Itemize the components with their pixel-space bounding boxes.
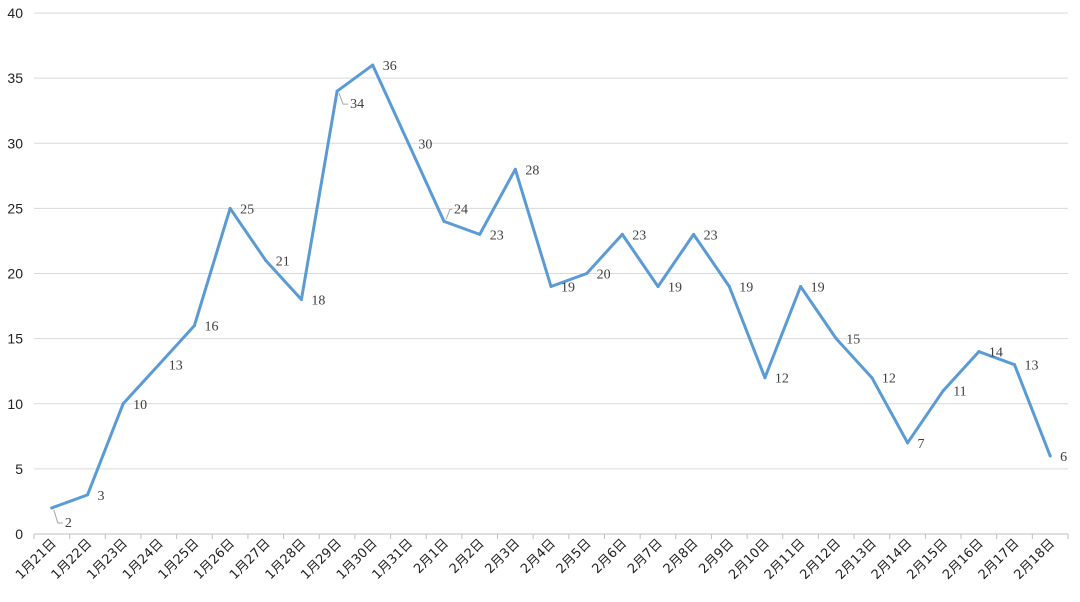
- data-point: [157, 363, 161, 367]
- data-label: 24: [454, 202, 468, 217]
- data-label: 7: [918, 437, 925, 452]
- data-point: [1048, 454, 1052, 458]
- data-point: [406, 141, 410, 145]
- data-point: [85, 493, 89, 497]
- data-label: 34: [350, 97, 364, 112]
- data-label: 15: [846, 333, 860, 348]
- data-point: [620, 232, 624, 236]
- x-axis-tick-labels: 1月21日1月22日1月23日1月24日1月25日1月26日1月27日1月28日…: [13, 536, 1058, 583]
- data-point: [264, 258, 268, 262]
- data-label: 25: [240, 202, 254, 217]
- data-label: 19: [668, 281, 682, 296]
- data-label: 16: [204, 320, 218, 335]
- y-tick-label: 30: [7, 135, 23, 151]
- data-point: [799, 285, 803, 289]
- data-point: [478, 232, 482, 236]
- label-leader-line: [445, 208, 453, 220]
- y-tick-label: 5: [15, 461, 23, 477]
- data-label: 12: [882, 372, 896, 387]
- y-tick-label: 35: [7, 70, 23, 86]
- y-tick-label: 10: [7, 396, 23, 412]
- x-tick-label: 2月3日: [482, 536, 523, 577]
- data-labels: 2310131625211834363024232819202319231912…: [53, 59, 1067, 531]
- data-point: [941, 389, 945, 393]
- data-point: [656, 285, 660, 289]
- label-leader-line: [53, 509, 63, 524]
- data-point: [870, 376, 874, 380]
- data-label: 30: [418, 137, 432, 152]
- data-label: 23: [632, 228, 646, 243]
- data-point: [335, 89, 339, 93]
- data-label: 12: [775, 372, 789, 387]
- y-axis-tick-labels: 0 5 10 15 20 25 30 35 40: [7, 5, 23, 542]
- data-label: 13: [1025, 359, 1039, 374]
- data-label: 23: [490, 228, 504, 243]
- label-leader-line: [338, 92, 349, 105]
- data-point: [121, 402, 125, 406]
- data-point: [50, 506, 54, 510]
- y-tick-label: 0: [15, 526, 23, 542]
- data-point: [585, 272, 589, 275]
- x-tick-label: 2月6日: [589, 536, 630, 577]
- x-tick-label: 2月2日: [447, 536, 488, 577]
- data-point: [299, 298, 303, 302]
- data-point: [763, 376, 767, 380]
- data-label: 20: [597, 268, 611, 283]
- data-point: [977, 350, 981, 354]
- data-label: 6: [1060, 450, 1067, 465]
- data-label: 23: [704, 228, 718, 243]
- x-tick-label: 2月8日: [661, 536, 702, 577]
- x-tick-label: 2月4日: [518, 536, 559, 577]
- data-label: 36: [383, 59, 397, 74]
- data-point: [371, 63, 375, 67]
- data-label: 21: [276, 254, 290, 269]
- data-label: 19: [811, 281, 825, 296]
- data-label: 19: [561, 281, 575, 296]
- data-label: 2: [65, 516, 72, 531]
- data-label: 11: [953, 385, 966, 400]
- data-point: [442, 219, 446, 223]
- data-label: 18: [311, 294, 325, 309]
- x-tick-label: 2月1日: [411, 536, 452, 577]
- data-point: [513, 167, 517, 171]
- data-label: 19: [739, 281, 753, 296]
- y-tick-label: 40: [7, 5, 23, 21]
- y-tick-label: 25: [7, 200, 23, 216]
- data-label: 3: [97, 489, 104, 504]
- data-point: [692, 232, 696, 236]
- gridlines: [33, 12, 1069, 539]
- data-label: 14: [989, 346, 1003, 361]
- data-point: [727, 285, 731, 289]
- data-point: [1013, 363, 1017, 367]
- data-label: 10: [133, 398, 147, 413]
- data-point: [192, 324, 196, 328]
- data-point: [228, 206, 232, 210]
- data-point: [834, 337, 838, 341]
- data-point: [906, 441, 910, 445]
- data-label: 28: [525, 163, 539, 178]
- y-tick-label: 20: [7, 266, 23, 282]
- y-tick-label: 15: [7, 331, 23, 347]
- x-tick-label: 2月5日: [554, 536, 595, 577]
- data-label: 13: [169, 359, 183, 374]
- x-tick-label: 2月7日: [625, 536, 666, 577]
- data-point: [549, 285, 553, 289]
- series-layer: [50, 63, 1052, 510]
